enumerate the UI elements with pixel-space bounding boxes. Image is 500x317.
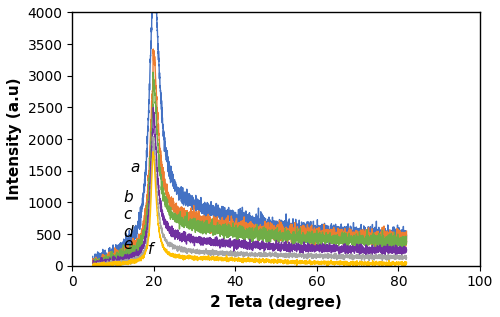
- Text: d: d: [124, 225, 133, 240]
- Text: b: b: [124, 191, 133, 205]
- Y-axis label: Intensity (a.u): Intensity (a.u): [7, 78, 22, 200]
- Text: c: c: [124, 207, 132, 222]
- X-axis label: 2 Teta (degree): 2 Teta (degree): [210, 295, 342, 310]
- Text: e: e: [124, 237, 132, 252]
- Text: f: f: [148, 242, 153, 257]
- Text: a: a: [130, 160, 140, 175]
